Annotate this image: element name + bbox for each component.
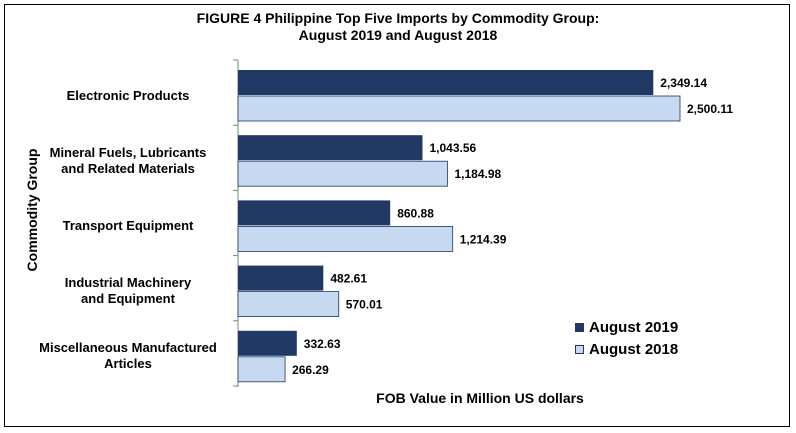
- x-axis-label: FOB Value in Million US dollars: [376, 390, 584, 406]
- legend: August 2019 August 2018: [575, 316, 678, 360]
- legend-item-august-2018: August 2018: [575, 338, 678, 360]
- category-label-line: Industrial Machinery: [64, 275, 192, 291]
- bar-august-2018: [237, 95, 681, 122]
- category-label-line: and Equipment: [81, 291, 175, 307]
- bar-august-2019: [238, 135, 423, 161]
- data-label: 860.88: [397, 206, 434, 220]
- bar-august-2019: [238, 70, 654, 95]
- data-label: 1,214.39: [460, 232, 507, 246]
- legend-label-august-2018: August 2018: [589, 340, 679, 358]
- legend-item-august-2019: August 2019: [575, 316, 678, 338]
- data-label: 266.29: [292, 363, 329, 377]
- data-label: 482.61: [330, 272, 367, 286]
- category-label: Mineral Fuels, Lubricants and Related Mat…: [28, 145, 228, 177]
- category-label-line: Mineral Fuels, Lubricants: [49, 144, 207, 160]
- bar-august-2019: [238, 330, 297, 356]
- legend-swatch-august-2018: [575, 344, 584, 354]
- category-label: Electronic Products: [28, 88, 228, 104]
- bar-august-2018: [237, 291, 340, 318]
- category-label-line: Electronic Products: [66, 87, 190, 103]
- category-label: Miscellaneous Manufactured Articles: [28, 340, 228, 372]
- bar-august-2018: [237, 225, 454, 252]
- legend-swatch-august-2019: [575, 322, 584, 332]
- category-label-line: Transport Equipment: [62, 218, 194, 233]
- data-label: 2,500.11: [687, 102, 733, 116]
- chart-title: FIGURE 4 Philippine Top Five Imports by …: [196, 10, 600, 26]
- category-label: Industrial Machinery and Equipment: [28, 275, 228, 307]
- category-label-line: Articles: [104, 356, 152, 372]
- bar-august-2019: [238, 265, 324, 291]
- category-label: Transport Equipment: [28, 218, 228, 234]
- category-label-line: and Related Materials: [61, 160, 195, 176]
- bar-august-2018: [237, 160, 448, 187]
- data-label: 2,349.14: [660, 76, 707, 90]
- bar-august-2019: [238, 200, 391, 226]
- data-label: 1,043.56: [429, 141, 476, 155]
- bar-august-2018: [237, 356, 286, 383]
- data-label: 570.01: [346, 298, 383, 312]
- legend-label-august-2019: August 2019: [589, 318, 679, 336]
- data-label: 332.63: [304, 337, 341, 351]
- data-label: 1,184.98: [454, 167, 501, 181]
- chart-title-block: FIGURE 4 Philippine Top Five Imports by …: [0, 10, 796, 44]
- chart-subtitle: August 2019 and August 2018: [298, 27, 498, 43]
- category-label-line: Miscellaneous Manufactured: [39, 340, 217, 356]
